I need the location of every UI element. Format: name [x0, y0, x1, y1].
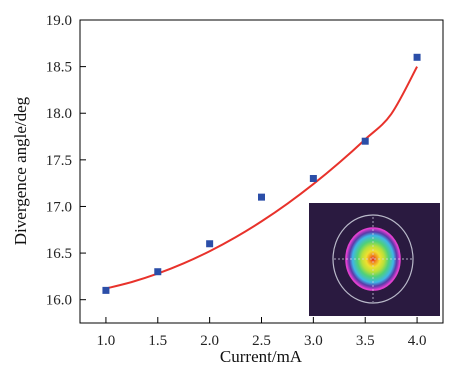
data-point	[102, 286, 110, 294]
data-point	[206, 240, 214, 248]
x-tick-label: 4.0	[408, 333, 427, 349]
y-tick-label: 16.0	[46, 293, 72, 309]
x-tick-label: 1.5	[148, 333, 167, 349]
plot-frame	[79, 19, 444, 324]
y-tick-label: 16.5	[46, 246, 72, 262]
data-point	[361, 137, 369, 145]
x-tick-label: 2.0	[200, 333, 219, 349]
y-tick-labels: 16.0 16.5 17.0 17.5 18.0 18.5 19.0	[46, 13, 72, 309]
x-tick-label: 1.0	[97, 333, 116, 349]
inset-outer-ring	[332, 214, 414, 304]
data-points-layer	[102, 53, 421, 294]
x-axis-label: Current/mA	[220, 347, 303, 366]
x-tick-label: 3.5	[356, 333, 375, 349]
data-point	[413, 53, 421, 61]
data-point	[154, 268, 162, 276]
y-tick-label: 18.0	[46, 106, 72, 122]
x-tick-label: 3.0	[304, 333, 323, 349]
y-axis-label: Divergence angle/deg	[11, 96, 30, 245]
y-tick-label: 17.0	[46, 199, 72, 215]
y-tick-label: 19.0	[46, 13, 72, 29]
y-tick-label: 18.5	[46, 60, 72, 76]
y-tick-label: 17.5	[46, 153, 72, 169]
data-point	[258, 193, 265, 201]
data-point	[309, 174, 317, 182]
x-tick-label: 2.5	[252, 333, 271, 349]
beam-profile-inset	[309, 203, 440, 316]
x-tick-labels: 1.0 1.5 2.0 2.5 3.0 3.5 4.0	[97, 333, 427, 349]
